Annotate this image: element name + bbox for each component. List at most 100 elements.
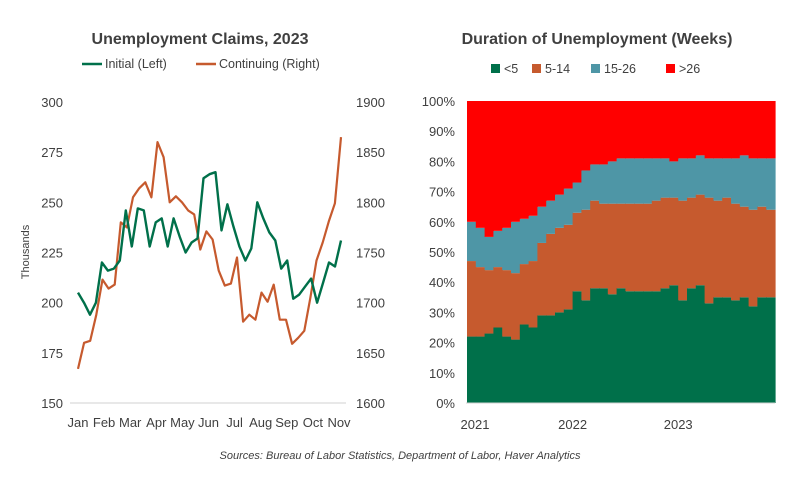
bar-segment-5-14: [599, 203, 609, 289]
bar-segment-5-14: [625, 203, 635, 292]
bar-segment-gt26: [502, 101, 512, 228]
bar-segment-lt5: [599, 288, 609, 403]
bar-segment-gt26: [643, 101, 653, 159]
bar-segment-15-26: [757, 158, 767, 207]
bar-segment-5-14: [669, 197, 679, 286]
bar-segment-gt26: [660, 101, 670, 159]
duration-stacked-bars: [467, 101, 776, 403]
bar-segment-lt5: [722, 297, 732, 403]
duration-x-tick-label-2023: 2023: [664, 417, 693, 432]
bar-segment-lt5: [502, 336, 512, 403]
bar-segment-5-14: [528, 261, 538, 328]
bar-segment-5-14: [581, 209, 591, 301]
bar-segment-gt26: [634, 101, 644, 159]
duration-legend-swatch: [591, 64, 600, 73]
duration-y-tick-label: 40%: [429, 275, 455, 290]
bar-segment-5-14: [660, 197, 670, 289]
bar-segment-gt26: [563, 101, 574, 189]
duration-legend-swatch: [491, 64, 500, 73]
bar-segment-5-14: [493, 267, 503, 328]
bar-segment-5-14: [731, 203, 741, 301]
duration-x-tick-label-2022: 2022: [558, 417, 587, 432]
bar-segment-lt5: [660, 288, 670, 403]
bar-segment-lt5: [713, 297, 723, 403]
bar-segment-15-26: [748, 158, 758, 210]
bar-segment-lt5: [757, 297, 767, 403]
duration-y-tick-label: 100%: [422, 94, 456, 109]
bar-segment-lt5: [493, 327, 503, 403]
bar-segment-5-14: [651, 200, 662, 292]
bar-segment-gt26: [722, 101, 732, 159]
bar-segment-5-14: [687, 197, 697, 289]
left-y-tick-label: 275: [41, 145, 63, 160]
bar-segment-lt5: [590, 288, 600, 403]
bar-segment-lt5: [651, 291, 662, 403]
bar-segment-15-26: [704, 158, 714, 198]
bar-segment-gt26: [669, 101, 679, 162]
bar-segment-15-26: [713, 158, 723, 201]
duration-legend: <5 5-14 15-26 >26: [491, 62, 700, 76]
duration-legend-label: 15-26: [604, 62, 636, 76]
bar-segment-gt26: [704, 101, 714, 159]
bar-segment-lt5: [607, 294, 618, 403]
bar-segment-15-26: [502, 227, 512, 271]
bar-segment-15-26: [537, 206, 547, 243]
bar-segment-5-14: [678, 200, 688, 301]
bar-segment-gt26: [678, 101, 688, 159]
bar-segment-lt5: [555, 312, 565, 403]
right-y-tick-label: 1700: [356, 296, 385, 311]
bar-segment-15-26: [467, 221, 477, 262]
bar-segment-15-26: [528, 215, 538, 262]
x-tick-label-sep: Sep: [275, 415, 298, 430]
duration-y-tick-label: 50%: [429, 245, 455, 260]
right-y-tick-label: 1900: [356, 95, 385, 110]
bar-segment-lt5: [748, 306, 758, 403]
left-y-tick-label: 300: [41, 95, 63, 110]
bar-segment-lt5: [572, 291, 582, 403]
bar-segment-gt26: [616, 101, 626, 159]
bar-segment-15-26: [731, 158, 741, 204]
bar-segment-gt26: [528, 101, 538, 216]
duration-legend-swatch: [532, 64, 541, 73]
bar-segment-5-14: [713, 200, 723, 298]
bar-segment-5-14: [722, 197, 732, 298]
bar-segment-lt5: [511, 339, 521, 403]
bar-segment-lt5: [766, 297, 776, 403]
bar-segment-5-14: [590, 200, 600, 289]
duration-legend-label: <5: [504, 62, 518, 76]
bar-segment-15-26: [678, 158, 688, 201]
bar-segment-15-26: [722, 158, 732, 198]
claims-left-y-ticks: 150 175 200 225 250 275 300: [41, 95, 63, 411]
bar-segment-gt26: [493, 101, 503, 231]
bar-segment-15-26: [475, 227, 486, 268]
bar-segment-lt5: [625, 291, 635, 403]
source-note: Sources: Bureau of Labor Statistics, Dep…: [220, 450, 581, 462]
bar-segment-5-14: [739, 206, 750, 298]
duration-y-tick-label: 20%: [429, 336, 455, 351]
bar-segment-15-26: [519, 218, 530, 265]
left-y-tick-label: 200: [41, 296, 63, 311]
claims-right-y-ticks: 1600 1650 1700 1750 1800 1850 1900: [356, 95, 385, 411]
x-tick-label-aug: Aug: [249, 415, 272, 430]
bar-segment-15-26: [599, 164, 609, 204]
bar-segment-15-26: [766, 158, 776, 210]
claims-x-ticks: Jan Feb Mar Apr May Jun Jul Aug Sep Oct Nov: [68, 415, 352, 430]
bar-segment-lt5: [731, 300, 741, 403]
bar-segment-gt26: [757, 101, 767, 159]
bar-segment-5-14: [748, 209, 758, 307]
legend-label-initial: Initial (Left): [105, 57, 167, 71]
bar-segment-15-26: [572, 182, 582, 213]
series-line-initial: [76, 170, 343, 316]
x-tick-label-jul: Jul: [226, 415, 243, 430]
bar-segment-5-14: [546, 233, 556, 316]
bar-segment-15-26: [616, 158, 626, 204]
left-y-tick-label: 150: [41, 396, 63, 411]
bar-segment-5-14: [563, 224, 574, 310]
left-y-tick-label: 250: [41, 195, 63, 210]
bar-segment-15-26: [669, 161, 679, 198]
bar-segment-lt5: [739, 297, 750, 403]
bar-segment-15-26: [739, 155, 750, 207]
bar-segment-lt5: [687, 288, 697, 403]
left-y-tick-label: 175: [41, 346, 63, 361]
duration-y-tick-label: 70%: [429, 185, 455, 200]
